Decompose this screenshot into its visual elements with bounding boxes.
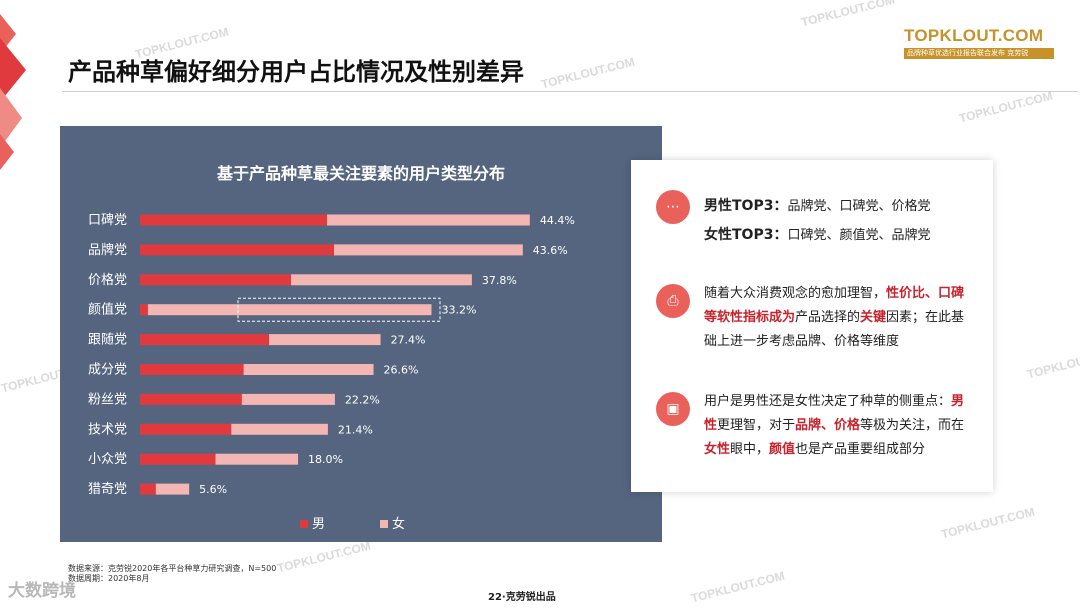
category-label: 成分党	[88, 363, 127, 378]
category-label: 颜值党	[88, 302, 127, 318]
female-top3-label: 女性TOP3：	[704, 227, 788, 243]
footnote: 数据来源：克劳锐2020年各平台种草力研究调查，N=500 数据周期：2020年…	[68, 564, 276, 584]
category-label: 粉丝党	[88, 392, 127, 407]
watermark: TOPKLOUT.COM	[1025, 344, 1080, 382]
value-label: 27.4%	[391, 334, 426, 347]
highlight-text: 颜值	[769, 442, 796, 457]
highlight-text: 品牌、价格	[795, 418, 861, 433]
highlight-box	[237, 297, 441, 322]
legend-label: 女	[392, 516, 405, 532]
logo-subtitle: 品牌种草优选行业报告联合发布 克劳锐	[904, 48, 1054, 59]
bar-male	[140, 304, 148, 316]
watermark: TOPKLOUT.COM	[799, 0, 897, 30]
category-label: 小众党	[88, 452, 127, 467]
bar-female	[147, 304, 432, 316]
bar-male	[140, 214, 328, 226]
printer-icon: ⎙	[656, 284, 690, 318]
title-divider	[62, 91, 1078, 92]
value-label: 26.6%	[384, 364, 419, 377]
bar-female	[327, 214, 530, 226]
watermark: TOPKLOUT.COM	[539, 54, 637, 92]
data-period: 数据周期：2020年8月	[68, 574, 150, 583]
male-top3-value: 品牌党、口碑党、价格党	[787, 199, 931, 214]
category-label: 口碑党	[88, 212, 127, 228]
value-label: 5.6%	[199, 483, 227, 496]
highlight-text: 女性	[704, 442, 731, 457]
highlight-text: 关键	[860, 310, 887, 325]
text-segment: 更理智，对于	[717, 418, 796, 433]
category-label: 跟随党	[88, 333, 127, 348]
insight-card: ⋯ 男性TOP3：品牌党、口碑党、价格党 女性TOP3：口碑党、颜值党、品牌党 …	[631, 160, 993, 492]
decorative-chevrons	[0, 14, 26, 170]
bar-male	[140, 453, 216, 465]
value-label: 44.4%	[540, 214, 575, 227]
watermark: TOPKLOUT.COM	[689, 568, 787, 606]
category-label: 猎奇党	[88, 481, 127, 497]
bar-female	[243, 364, 374, 375]
category-label: 价格党	[88, 272, 127, 288]
highlight-text: 男性	[704, 394, 965, 433]
text-segment: 因素；在此基础上进一步考虑品牌、价格等维度	[704, 310, 965, 349]
female-top3-line: 女性TOP3：口碑党、颜值党、品牌党	[704, 221, 974, 250]
value-label: 21.4%	[338, 423, 373, 436]
text-segment: 眼中，	[730, 442, 770, 457]
male-top3-line: 男性TOP3：品牌党、口碑党、价格党	[704, 192, 974, 221]
category-label: 品牌党	[88, 242, 127, 258]
watermark: TOPKLOUT.COM	[939, 504, 1037, 542]
watermark: TOPKLOUT.COM	[957, 88, 1055, 126]
bar-female	[155, 483, 190, 495]
logo-text: TOPKLOUT.COM	[904, 26, 1044, 45]
bar-male	[140, 334, 270, 346]
value-label: 18.0%	[308, 453, 343, 466]
legend-swatch	[380, 520, 388, 528]
bar-male	[140, 274, 292, 286]
page-title: 产品种草偏好细分用户占比情况及性别差异	[68, 58, 524, 86]
highlight-text: 性价比、口碑等软性指标成为	[704, 286, 965, 325]
value-label: 33.2%	[441, 304, 476, 317]
male-top3-label: 男性TOP3：	[704, 198, 788, 214]
female-top3-value: 口碑党、颜值党、品牌党	[787, 228, 931, 243]
bar-male	[140, 393, 242, 405]
insight-gender-text: 用户是男性还是女性决定了种草的侧重点：男性更理智，对于品牌、价格等极为关注，而在…	[704, 390, 974, 462]
text-segment: 产品选择的	[795, 310, 861, 325]
bar-male	[140, 423, 232, 435]
page-number: 22·克劳锐出品	[488, 592, 556, 603]
bar-female	[241, 393, 335, 405]
bar-female	[231, 423, 328, 435]
bar-male	[140, 483, 156, 495]
chat-icon: ⋯	[656, 190, 690, 224]
insight-rational-text: 随着大众消费观念的愈加理智，性价比、口碑等软性指标成为产品选择的关键因素；在此基…	[704, 282, 974, 354]
text-segment: 等极为关注，而在	[860, 418, 965, 433]
value-label: 37.8%	[482, 274, 517, 287]
brand-logo: TOPKLOUT.COM 品牌种草优选行业报告联合发布 克劳锐	[904, 26, 1054, 59]
corner-brand: 大数跨境	[8, 581, 76, 601]
bar-chart: 口碑党 44.4% 品牌党 43.6% 价格党 37.8% 颜值党 33.2% 跟随党 27.4%…	[88, 212, 575, 532]
bar-male	[140, 244, 335, 256]
chart-panel: 基于产品种草最关注要素的用户类型分布 口碑党 44.4% 品牌党 43.6% 价格党 37…	[60, 126, 662, 542]
bar-female	[269, 334, 381, 346]
legend-swatch	[300, 520, 308, 528]
legend-label: 男	[312, 517, 325, 532]
data-source: 数据来源：克劳锐2020年各平台种草力研究调查，N=500	[68, 564, 277, 573]
bar-female	[334, 244, 523, 256]
sofa-icon: ▣	[656, 392, 690, 426]
bar-female	[291, 274, 472, 286]
text-segment: 用户是男性还是女性决定了种草的侧重点：	[704, 394, 952, 409]
watermark: TOPKLOUT.COM	[275, 538, 373, 576]
category-label: 技术党	[88, 422, 127, 437]
bar-female	[215, 453, 299, 465]
bar-male	[140, 364, 244, 375]
text-segment: 也是产品重要组成部分	[795, 442, 926, 457]
value-label: 22.2%	[345, 393, 380, 406]
chart-title: 基于产品种草最关注要素的用户类型分布	[216, 164, 505, 183]
value-label: 43.6%	[533, 244, 568, 257]
text-segment: 随着大众消费观念的愈加理智，	[704, 286, 887, 301]
